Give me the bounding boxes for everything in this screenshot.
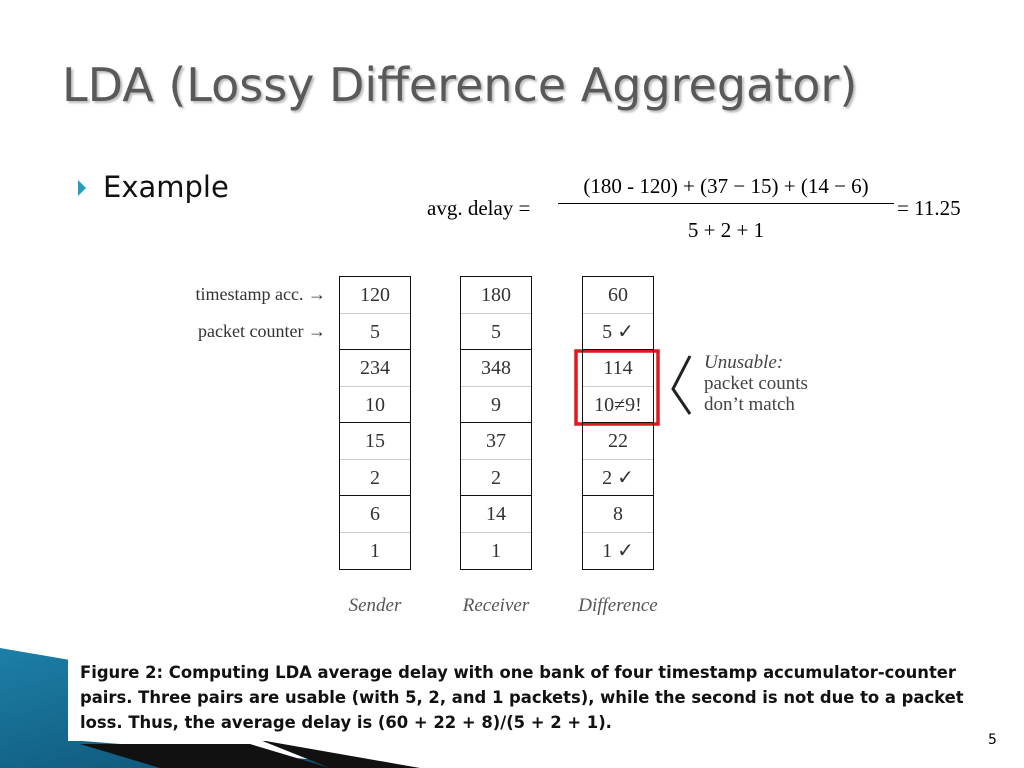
cell: 60: [583, 277, 653, 314]
formula-result: = 11.25: [897, 196, 961, 220]
column-label: Sender: [348, 595, 402, 616]
page-number: 5: [988, 732, 997, 748]
cell: 180: [461, 277, 531, 314]
annotation: don’t match: [704, 394, 795, 415]
column: 120 5 234 10 15 2 6 1: [339, 276, 411, 570]
cell: 114: [583, 350, 653, 387]
column-label: Receiver: [462, 595, 530, 616]
cell: 14: [461, 496, 531, 533]
cell: 37: [461, 423, 531, 460]
column-label: Difference: [578, 595, 658, 616]
cell: 5 ✓: [583, 314, 653, 350]
formula-denominator: 5 + 2 + 1: [687, 218, 765, 242]
bullet-text: Example: [103, 170, 229, 204]
formula-numerator: (180 - 120) + (37 − 15) + (14 − 6): [558, 174, 894, 204]
column: 60 5 ✓ 114 10≠9! 22 2 ✓ 8 1 ✓: [582, 276, 654, 570]
cell: 348: [461, 350, 531, 387]
cell: 22: [583, 423, 653, 460]
cell: 5: [340, 314, 410, 350]
cell: 1: [491, 539, 501, 562]
column: 180 5 348 9 37 2 14 1: [460, 276, 532, 570]
cell: 2 ✓: [583, 460, 653, 496]
cell: 234: [340, 350, 410, 387]
cell: 2: [340, 460, 410, 496]
row-label: timestamp acc. →: [195, 284, 326, 304]
annotation: Unusable:: [704, 352, 784, 373]
cell: 2: [461, 460, 531, 496]
row-label: packet counter →: [198, 320, 326, 341]
annotation: packet counts: [704, 373, 808, 394]
title: LDA (Lossy Difference Aggregator): [62, 58, 858, 112]
cell: 120: [340, 277, 410, 314]
cell: 15: [340, 423, 410, 460]
cell: 5: [461, 314, 531, 350]
cell: 8: [583, 496, 653, 533]
cell: 10≠9!: [583, 387, 653, 423]
cell: 9: [461, 387, 531, 423]
formula-lhs: avg. delay =: [427, 196, 531, 220]
cell: 1 ✓: [602, 539, 634, 562]
caption: Figure 2: Computing LDA average delay wi…: [68, 655, 1003, 741]
cell: 6: [340, 496, 410, 533]
cell: 1: [370, 539, 380, 562]
cell: 10: [340, 387, 410, 423]
